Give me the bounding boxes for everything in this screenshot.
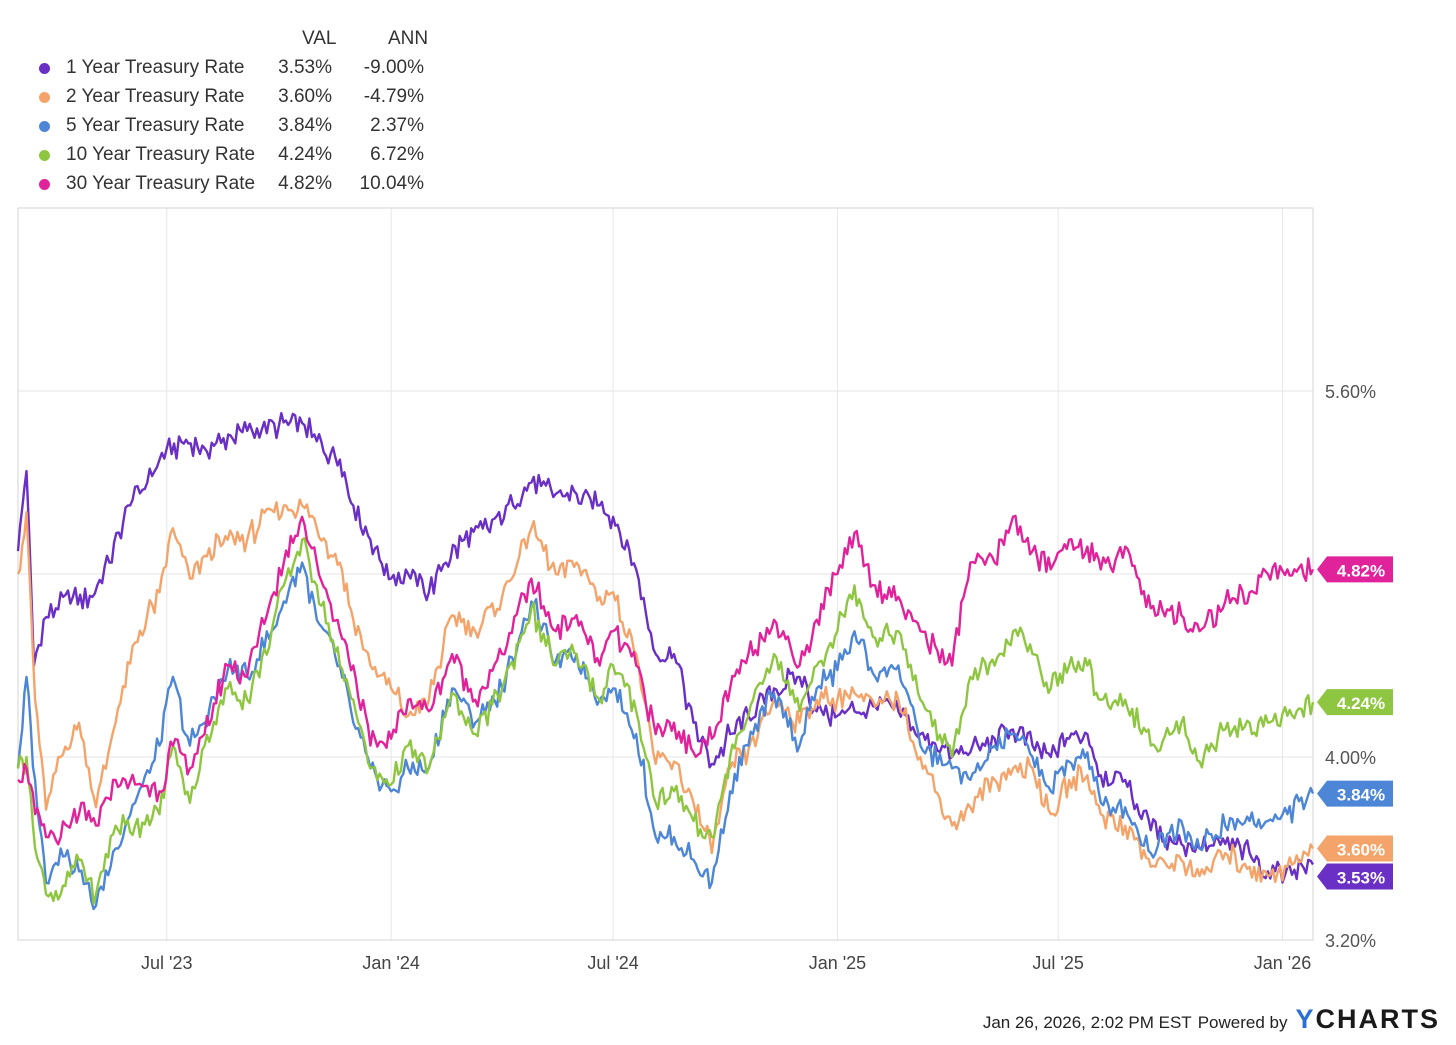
legend-dot-icon: [39, 63, 50, 74]
footer-timestamp: Jan 26, 2026, 2:02 PM EST: [982, 1013, 1192, 1032]
legend-series-value: 3.84%: [278, 115, 332, 136]
legend-row-30y[interactable]: 30 Year Treasury Rate 4.82% 10.04%: [30, 169, 450, 198]
ycharts-logo[interactable]: YCHARTS: [1295, 1004, 1440, 1035]
end-value-tag-shape: [1317, 835, 1393, 862]
x-tick-label: Jul '24: [587, 953, 638, 973]
end-value-tag-label: 3.60%: [1337, 841, 1385, 860]
end-value-tag-shape: [1317, 780, 1393, 807]
x-tick-label: Jul '23: [141, 953, 192, 973]
y-tick-label: 3.20%: [1325, 931, 1376, 951]
legend-row-10y[interactable]: 10 Year Treasury Rate 4.24% 6.72%: [30, 140, 450, 169]
series-line-1[interactable]: [16, 412, 1315, 884]
legend-series-annual: -9.00%: [363, 57, 424, 78]
legend-row-2y[interactable]: 2 Year Treasury Rate 3.60% -4.79%: [30, 82, 450, 111]
legend-series-name: 30 Year Treasury Rate: [66, 173, 256, 194]
legend-series-annual: -4.79%: [363, 86, 424, 107]
end-value-tag: 3.60%: [1317, 835, 1393, 862]
legend-series-name: 1 Year Treasury Rate: [66, 57, 245, 78]
end-value-tag-shape: [1317, 556, 1393, 583]
end-value-tag-shape: [1317, 863, 1393, 890]
legend-series-value: 4.82%: [278, 173, 332, 194]
end-value-tag-shape: [1317, 689, 1393, 716]
legend-row-1y[interactable]: 1 Year Treasury Rate 3.53% -9.00%: [30, 53, 450, 82]
legend-series-annual: 2.37%: [370, 115, 424, 136]
footer-powered-by: Powered by: [1197, 1013, 1288, 1032]
legend-dot-icon: [39, 121, 50, 132]
legend-series-annual: 10.04%: [359, 173, 424, 194]
legend-dot-icon: [39, 92, 50, 103]
ycharts-logo-text: CHARTS: [1315, 1004, 1440, 1034]
x-tick-label: Jul '25: [1032, 953, 1083, 973]
end-value-tag: 3.53%: [1317, 863, 1393, 890]
end-value-tag-label: 4.24%: [1337, 694, 1385, 713]
end-value-tag: 3.84%: [1317, 780, 1393, 807]
end-value-tag: 4.24%: [1317, 689, 1393, 716]
legend-series-value: 4.24%: [278, 144, 332, 165]
x-tick-label: Jan '26: [1254, 953, 1311, 973]
x-tick-label: Jan '24: [362, 953, 419, 973]
legend-series-name: 2 Year Treasury Rate: [66, 86, 245, 107]
x-tick-label: Jan '25: [809, 953, 866, 973]
legend-dot-icon: [39, 179, 50, 190]
legend-series-name: 5 Year Treasury Rate: [66, 115, 245, 136]
series-line-2[interactable]: [16, 498, 1315, 884]
line-chart[interactable]: Jul '23 Jan '24 Jul '24 Jan '25 Jul '25 Jan '…: [0, 0, 1456, 1000]
series-line-3[interactable]: [16, 561, 1315, 911]
legend-header-ann: ANN: [388, 28, 429, 49]
legend-series-value: 3.60%: [278, 86, 332, 107]
legend-series-value: 3.53%: [278, 57, 332, 78]
chart-footer: Jan 26, 2026, 2:02 PM EST Powered by YCH…: [983, 1004, 1440, 1035]
series-lines: [16, 412, 1315, 911]
end-value-tag: 4.82%: [1317, 556, 1393, 583]
series-line-5[interactable]: [17, 514, 1315, 846]
legend-series-name: 10 Year Treasury Rate: [66, 144, 256, 165]
legend-header-val: VAL: [302, 28, 337, 49]
axis-labels: Jul '23 Jan '24 Jul '24 Jan '25 Jul '25 Jan '…: [141, 382, 1376, 973]
legend-series-annual: 6.72%: [370, 144, 424, 165]
end-value-tag-label: 3.84%: [1337, 786, 1385, 805]
end-value-tags: 4.82% 4.24% 3.84% 3.60% 3.53%: [1317, 556, 1393, 890]
y-tick-label: 5.60%: [1325, 382, 1376, 402]
legend-dot-icon: [39, 150, 50, 161]
series-line-4[interactable]: [16, 537, 1315, 905]
ycharts-logo-y: Y: [1295, 1004, 1316, 1034]
end-value-tag-label: 4.82%: [1337, 561, 1385, 580]
y-tick-label: 4.00%: [1325, 748, 1376, 768]
legend-row-5y[interactable]: 5 Year Treasury Rate 3.84% 2.37%: [30, 111, 450, 140]
end-value-tag-label: 3.53%: [1337, 869, 1385, 888]
